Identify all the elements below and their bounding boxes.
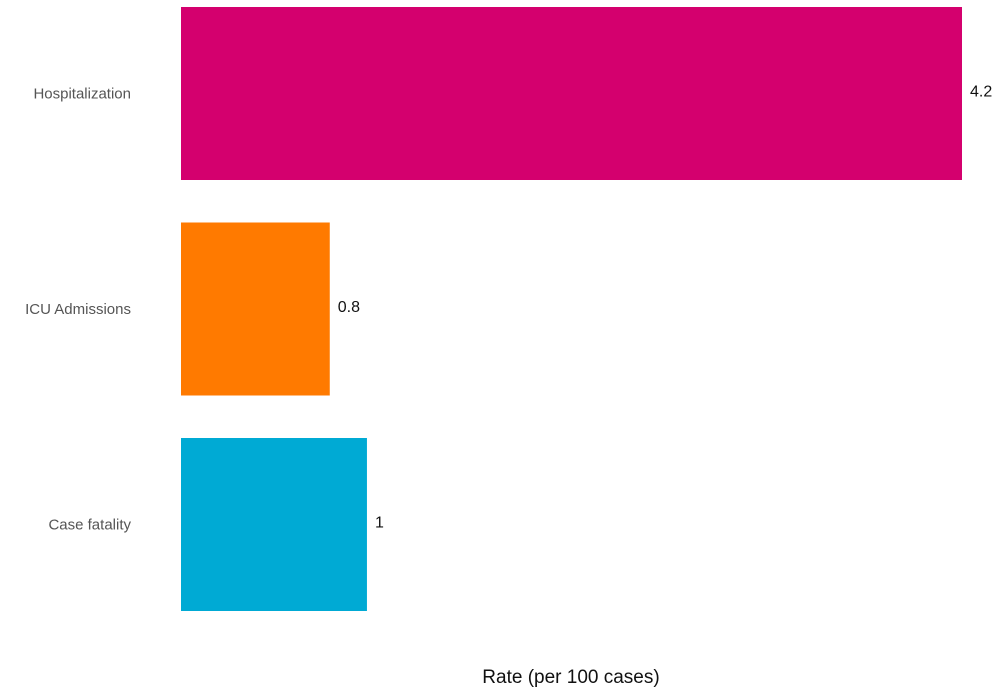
value-label-icu-admissions: 0.8 <box>338 299 360 316</box>
category-label-case-fatality: Case fatality <box>48 517 131 534</box>
bar-hospitalization <box>181 7 962 180</box>
value-label-case-fatality: 1 <box>375 515 384 532</box>
bars-layer <box>181 7 962 611</box>
bar-icu-admissions <box>181 222 330 396</box>
category-label-icu-admissions: ICU Admissions <box>25 301 131 318</box>
bar-case-fatality <box>181 438 367 611</box>
x-axis-title: Rate (per 100 cases) <box>482 667 659 688</box>
labels-layer: Hospitalization 4.2 ICU Admissions 0.8 Case … <box>25 84 992 534</box>
category-label-hospitalization: Hospitalization <box>33 86 131 103</box>
value-label-hospitalization: 4.2 <box>970 84 992 101</box>
